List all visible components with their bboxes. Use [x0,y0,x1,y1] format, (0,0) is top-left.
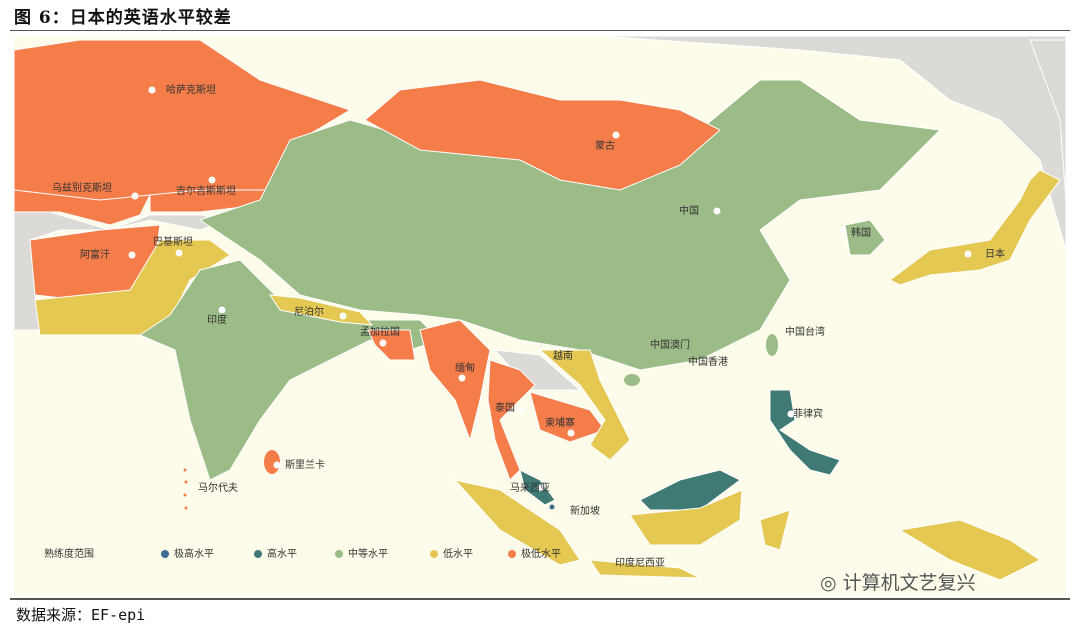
country-uzbekistan[interactable] [14,189,151,226]
country-vietnam[interactable] [538,349,631,461]
legend-swatch-high [254,550,262,558]
country-nepal[interactable] [268,294,374,326]
country-myanmar[interactable] [419,319,491,442]
country-singapore[interactable] [549,504,555,510]
label-japan: 日本 [985,247,1005,260]
wechat-icon: ◎ [820,572,843,594]
label-philippines: 菲律宾 [793,407,823,420]
label-nepal: 尼泊尔 [294,305,324,318]
label-mongolia: 蒙古 [595,139,615,152]
label-afghanistan: 阿富汗 [80,248,110,261]
legend: 熟练度范围 极高水平 高水平 中等水平 低水平 极低水平 [44,547,561,560]
legend-label-very-low: 极低水平 [521,547,561,560]
label-malaysia: 马来西亚 [510,482,550,494]
legend-swatch-low [430,550,438,558]
top-divider [10,30,1070,31]
legend-swatch-very-low [508,550,516,558]
label-kazakhstan: 哈萨克斯坦 [166,83,216,96]
label-pakistan: 巴基斯坦 [153,235,193,248]
capital-dots [128,86,972,492]
country-japan[interactable] [889,169,1061,286]
legend-label-high: 高水平 [267,547,297,560]
legend-title: 熟练度范围 [44,547,94,560]
legend-label-moderate: 中等水平 [348,547,388,560]
label-cambodia: 柬埔寨 [545,416,575,429]
label-singapore: 新加坡 [570,504,600,517]
country-cambodia[interactable] [529,391,606,443]
country-indonesia-borneo[interactable] [629,489,743,546]
region-hainan [624,374,640,386]
region-taiwan[interactable] [766,334,778,356]
country-indonesia-papua[interactable] [898,519,1041,581]
label-myanmar: 缅甸 [455,361,475,374]
data-source: 数据来源：EF-epi [16,606,146,624]
label-macau: 中国澳门 [650,338,690,351]
label-china: 中国 [679,204,699,217]
watermark: ◎ 计算机文艺复兴 [820,568,976,595]
label-bangladesh: 孟加拉国 [360,325,400,338]
country-indonesia-sulawesi[interactable] [759,509,791,551]
country-thailand[interactable] [487,359,536,481]
asia-english-proficiency-map: 哈萨克斯坦 乌兹别克斯坦 吉尔吉斯斯坦 阿富汗 巴基斯坦 印度 尼泊尔 孟加拉国… [14,36,1066,596]
watermark-text: 计算机文艺复兴 [842,572,976,594]
label-kyrgyzstan: 吉尔吉斯斯坦 [176,184,236,197]
label-indonesia: 印度尼西亚 [615,556,665,569]
label-hongkong: 中国香港 [688,355,728,368]
country-mongolia[interactable] [364,79,721,191]
label-india: 印度 [207,313,227,326]
other-land-far-east [1029,39,1066,250]
label-uzbekistan: 乌兹别克斯坦 [52,181,112,194]
legend-swatch-moderate [335,550,343,558]
country-philippines[interactable] [769,389,841,476]
label-korea: 韩国 [851,226,871,239]
country-malaysia-borneo[interactable] [639,469,741,511]
legend-label-low: 低水平 [443,547,473,560]
label-thailand: 泰国 [495,401,515,414]
label-vietnam: 越南 [553,349,573,362]
label-srilanka: 斯里兰卡 [285,458,325,471]
bottom-divider [10,598,1070,600]
maldives-islands [183,468,188,510]
country-korea[interactable] [844,219,886,256]
legend-swatch-very-high [161,550,169,558]
other-land [14,36,1066,251]
label-maldives: 马尔代夫 [198,481,238,494]
legend-label-very-high: 极高水平 [174,547,214,560]
label-taiwan: 中国台湾 [785,325,825,338]
figure-title: 图 6：日本的英语水平较差 [14,8,232,28]
country-malaysia-peninsula[interactable] [519,469,556,506]
country-indonesia-sumatra[interactable] [453,479,581,566]
country-indonesia-java[interactable] [589,559,701,579]
country-bangladesh[interactable] [367,329,416,361]
